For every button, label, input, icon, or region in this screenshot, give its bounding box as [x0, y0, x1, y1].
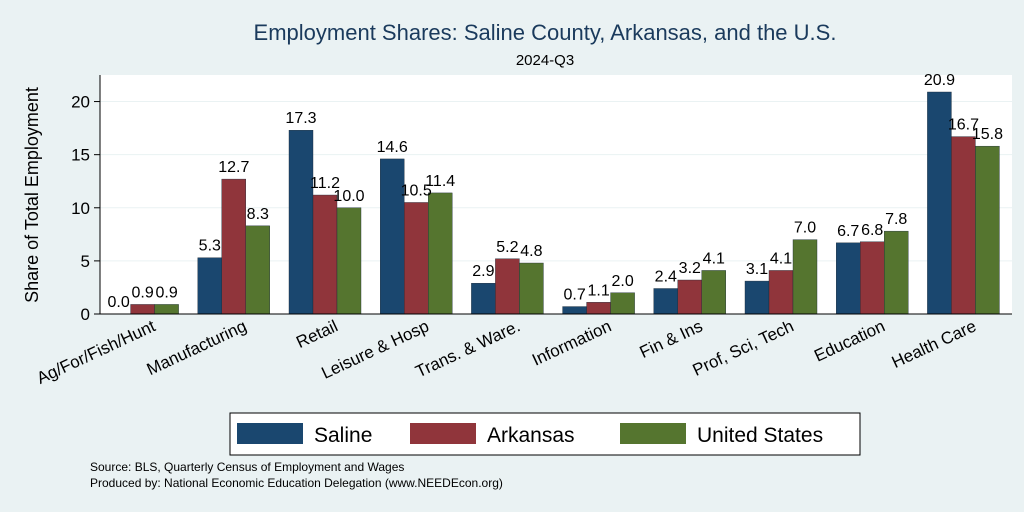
legend-label: United States: [697, 424, 823, 447]
data-label: 4.1: [770, 250, 792, 267]
legend-label: Saline: [314, 424, 372, 447]
data-label: 15.8: [972, 126, 1003, 143]
bar-saline: [288, 130, 314, 315]
data-label: 11.4: [425, 173, 455, 190]
y-axis-ticks: 0 5 10 15 20: [71, 93, 100, 324]
bar-saline: [836, 242, 861, 315]
chart-subtitle: 2024-Q3: [516, 52, 574, 69]
legend-swatch-saline: [237, 423, 303, 444]
data-label: 1.1: [587, 282, 609, 299]
bar-united-states: [245, 225, 271, 315]
data-label: 4.1: [703, 250, 725, 267]
bar-united-states: [701, 270, 726, 315]
data-label: 10.0: [333, 188, 364, 205]
data-labels: 0.00.9 0.95.312.78.317.311.210.014.610.51…: [107, 72, 1003, 311]
bar-arkansas: [677, 279, 702, 315]
produced-by-line: Produced by: National Economic Education…: [90, 476, 503, 490]
bar-united-states: [336, 207, 362, 315]
data-label: 0.9: [155, 284, 177, 301]
data-label: 7.0: [794, 220, 816, 237]
bar-united-states: [428, 192, 453, 315]
bar-saline: [927, 91, 952, 315]
bar-arkansas: [860, 241, 885, 315]
data-label: 10.5: [401, 182, 432, 199]
data-label: 2.0: [611, 273, 633, 290]
bar-arkansas: [130, 304, 155, 315]
bar-arkansas: [404, 202, 429, 315]
data-label: 20.9: [924, 72, 955, 89]
legend-box: [229, 412, 861, 456]
y-tick-label: 10: [71, 199, 90, 218]
bar-united-states: [154, 304, 179, 315]
data-label: 11.2: [310, 175, 340, 192]
legend-swatch-arkansas: [410, 423, 476, 444]
data-label: 2.9: [472, 263, 494, 280]
data-label: 3.2: [679, 260, 701, 277]
bar-united-states: [519, 262, 544, 315]
bar-united-states: [884, 230, 909, 315]
bar-saline: [653, 288, 678, 315]
bar-saline: [380, 158, 405, 315]
bar-saline: [744, 280, 770, 315]
bar-arkansas: [312, 194, 338, 315]
data-label: 0.9: [131, 284, 153, 301]
y-tick-label: 15: [71, 146, 90, 165]
data-label: 2.4: [655, 269, 677, 286]
bar-saline: [562, 306, 587, 315]
data-label: 6.8: [861, 222, 883, 239]
data-label: 8.3: [247, 206, 269, 223]
bar-arkansas: [495, 258, 520, 315]
bar-united-states: [792, 239, 818, 315]
y-tick-label: 5: [81, 252, 90, 271]
data-label: 7.8: [885, 211, 907, 228]
data-label: 0.7: [563, 287, 585, 304]
data-label: 12.7: [218, 159, 249, 176]
data-label: 3.1: [746, 261, 768, 278]
legend: Saline Arkansas United States: [229, 412, 861, 456]
legend-label: Arkansas: [487, 424, 575, 447]
bar-arkansas: [951, 136, 976, 315]
data-label: 14.6: [377, 139, 408, 156]
legend-swatch-united-states: [620, 423, 686, 444]
bar-saline: [197, 257, 223, 315]
bars: [130, 91, 1000, 315]
chart-title: Employment Shares: Saline County, Arkans…: [254, 20, 837, 45]
bar-arkansas: [768, 270, 794, 315]
y-tick-label: 0: [81, 305, 90, 324]
y-axis-label: Share of Total Employment: [22, 87, 42, 303]
bar-arkansas: [586, 302, 611, 315]
data-label: 16.7: [948, 117, 979, 134]
data-label: 4.8: [520, 243, 542, 260]
bar-united-states: [975, 145, 1000, 315]
bar-arkansas: [221, 178, 247, 315]
source-line: Source: BLS, Quarterly Census of Employm…: [90, 460, 404, 474]
data-label: 5.2: [496, 239, 518, 256]
data-label: 17.3: [285, 110, 316, 127]
data-label: 0.0: [107, 294, 129, 311]
y-tick-label: 20: [71, 93, 90, 112]
data-label: 6.7: [837, 223, 859, 240]
bar-united-states: [610, 292, 635, 315]
bar-saline: [471, 282, 496, 315]
data-label: 5.3: [199, 238, 221, 255]
